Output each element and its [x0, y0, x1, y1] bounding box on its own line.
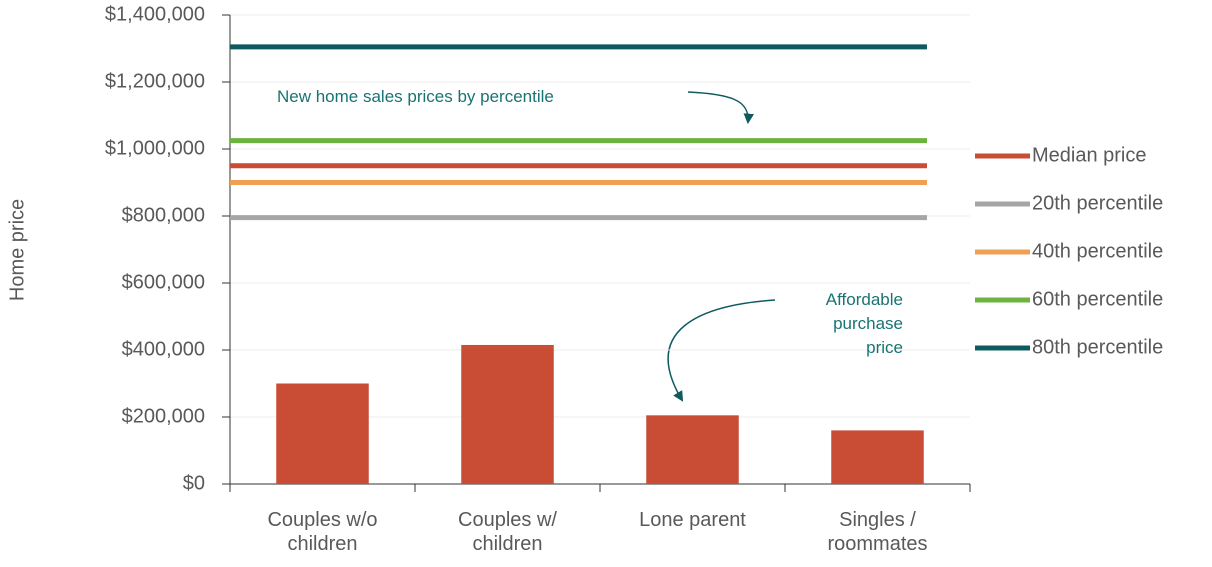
annotation-arrow: [687, 91, 754, 125]
y-tick-label: $0: [183, 472, 205, 494]
y-tick-label: $200,000: [122, 405, 205, 427]
annotation: New home sales prices by percentile: [277, 87, 554, 106]
y-tick-label: $1,400,000: [105, 3, 205, 25]
x-tick-label: Lone parent: [639, 509, 746, 531]
y-tick-label: $400,000: [122, 338, 205, 360]
y-tick-label: $800,000: [122, 204, 205, 226]
x-tick-label: Couples w/o children: [267, 509, 378, 555]
legend-label: 60th percentile: [1032, 288, 1163, 310]
y-axis-label: Home price: [6, 199, 28, 301]
bar: [831, 430, 924, 484]
legend-label: 20th percentile: [1032, 192, 1163, 214]
annotation-arrow: [667, 299, 776, 402]
y-tick-label: $600,000: [122, 271, 205, 293]
annotation: Affordable purchase price: [825, 290, 903, 357]
x-tick-label: Singles / roommates: [827, 509, 928, 555]
legend-label: 40th percentile: [1032, 240, 1163, 262]
legend-label: Median price: [1032, 144, 1147, 166]
bar: [461, 344, 554, 484]
x-tick-label: Couples w/ children: [458, 509, 557, 555]
legend-label: 80th percentile: [1032, 336, 1163, 358]
y-tick-label: $1,000,000: [105, 137, 205, 159]
bar: [276, 383, 369, 484]
y-tick-label: $1,200,000: [105, 70, 205, 92]
bar: [646, 415, 739, 484]
